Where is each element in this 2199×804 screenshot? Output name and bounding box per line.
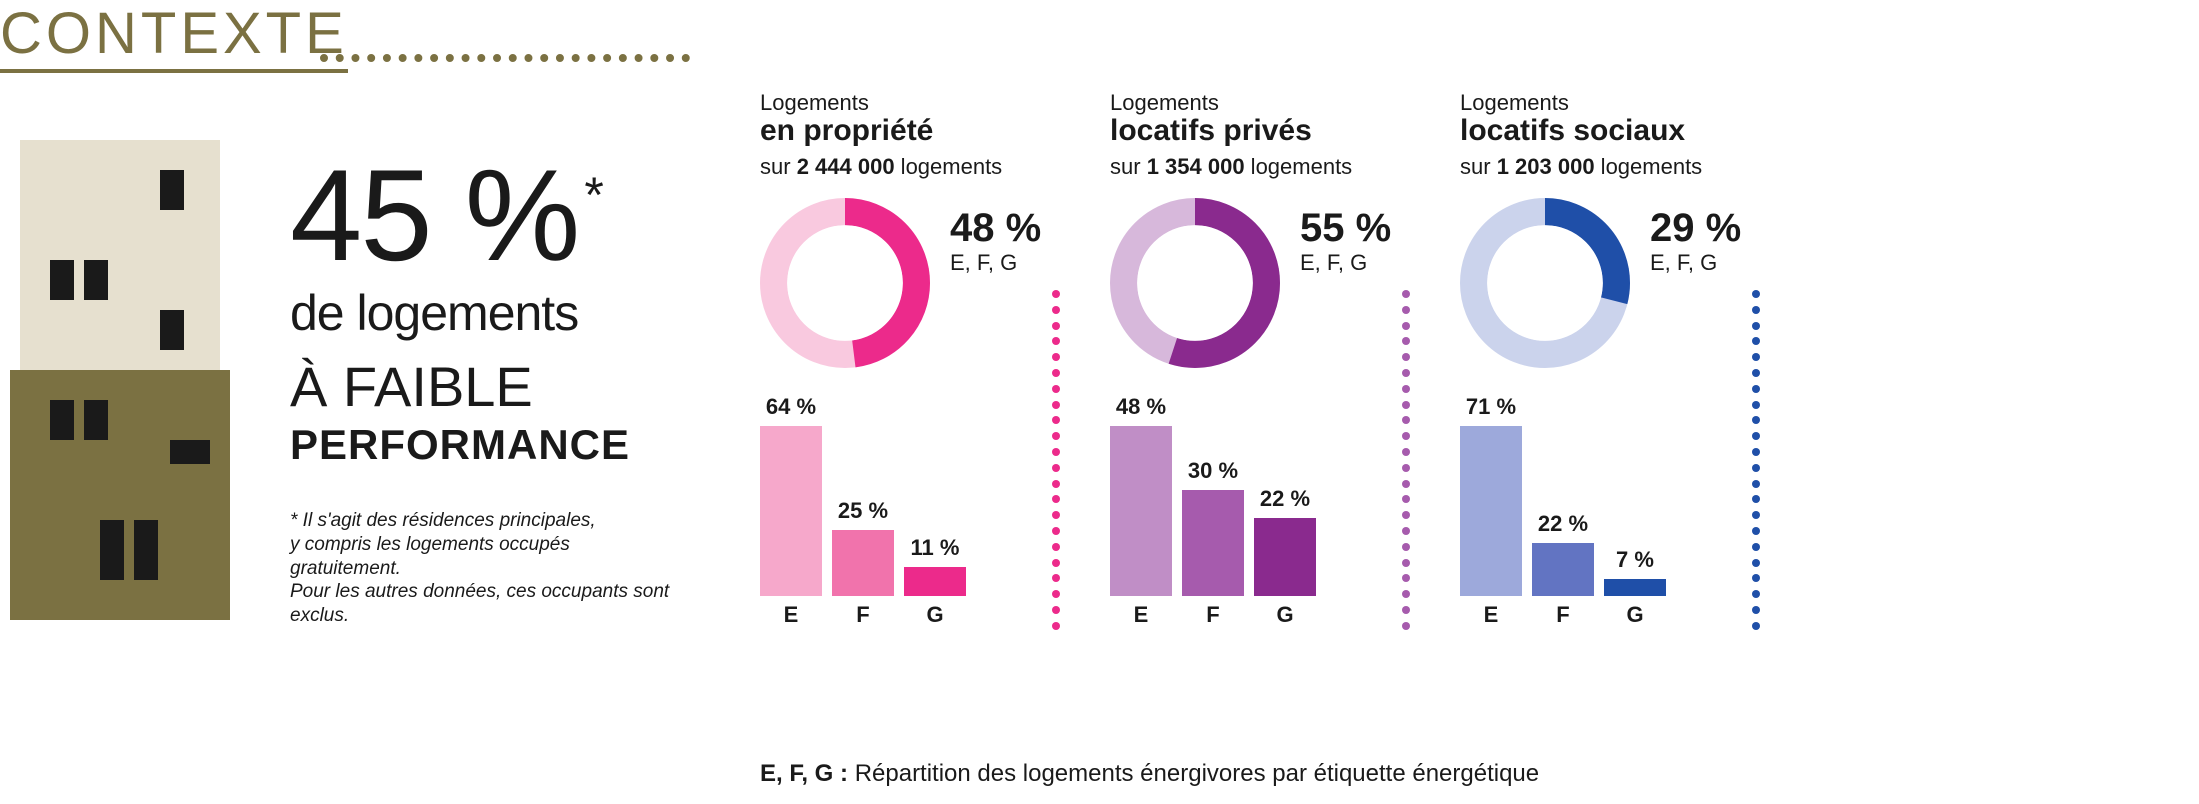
chart-group-2: Logementslocatifs sociaux sur 1 203 000 l… — [1460, 90, 1780, 628]
bar-col-G: 7 %G — [1604, 547, 1666, 628]
group-label: Logements — [1460, 90, 1780, 116]
donut-label: 29 %E, F, G — [1650, 208, 1741, 276]
vertical-dotted-rule — [1052, 290, 1060, 630]
group-title: en propriété — [760, 114, 1080, 148]
efg-legend: E, F, G : Répartition des logements éner… — [760, 760, 1539, 788]
donut-label: 55 %E, F, G — [1300, 208, 1391, 276]
group-subtitle: sur 2 444 000 logements — [760, 154, 1080, 180]
donut-label: 48 %E, F, G — [950, 208, 1041, 276]
building-icon — [20, 140, 240, 620]
headline-line2: À FAIBLE — [290, 354, 670, 419]
group-label: Logements — [760, 90, 1080, 116]
bar-chart: 71 %E22 %F7 %G — [1460, 408, 1700, 628]
bar-col-G: 22 %G — [1254, 486, 1316, 628]
bar-chart: 48 %E30 %F22 %G — [1110, 408, 1350, 628]
bar-col-E: 71 %E — [1460, 394, 1522, 628]
header: CONTEXTE — [0, 0, 348, 73]
headline-line3: PERFORMANCE — [290, 421, 670, 469]
vertical-dotted-rule — [1402, 290, 1410, 630]
donut-chart: 29 %E, F, G — [1460, 198, 1780, 368]
bar-col-F: 25 %F — [832, 498, 894, 628]
headline-stat: 45 %* de logements À FAIBLE PERFORMANCE … — [290, 150, 670, 628]
building-bottom — [10, 370, 230, 620]
bar-col-F: 30 %F — [1182, 458, 1244, 628]
vertical-dotted-rule — [1752, 290, 1760, 630]
group-title: locatifs sociaux — [1460, 114, 1780, 148]
chart-group-0: Logementsen propriété sur 2 444 000 logem… — [760, 90, 1080, 628]
group-subtitle: sur 1 203 000 logements — [1460, 154, 1780, 180]
page-title: CONTEXTE — [0, 0, 348, 73]
group-label: Logements — [1110, 90, 1430, 116]
donut-chart: 55 %E, F, G — [1110, 198, 1430, 368]
chart-group-1: Logementslocatifs privés sur 1 354 000 lo… — [1110, 90, 1430, 628]
headline-percent: 45 %* — [290, 150, 670, 280]
bar-col-G: 11 %G — [904, 535, 966, 628]
bar-chart: 64 %E25 %F11 %G — [760, 408, 1000, 628]
building-top — [20, 140, 220, 370]
headline-line1: de logements — [290, 284, 670, 342]
header-dotted-rule — [320, 54, 690, 62]
donut-chart: 48 %E, F, G — [760, 198, 1080, 368]
bar-col-E: 64 %E — [760, 394, 822, 628]
bar-col-F: 22 %F — [1532, 511, 1594, 628]
bar-col-E: 48 %E — [1110, 394, 1172, 628]
footnote: * Il s'agit des résidences principales, … — [290, 509, 670, 628]
group-subtitle: sur 1 354 000 logements — [1110, 154, 1430, 180]
group-title: locatifs privés — [1110, 114, 1430, 148]
